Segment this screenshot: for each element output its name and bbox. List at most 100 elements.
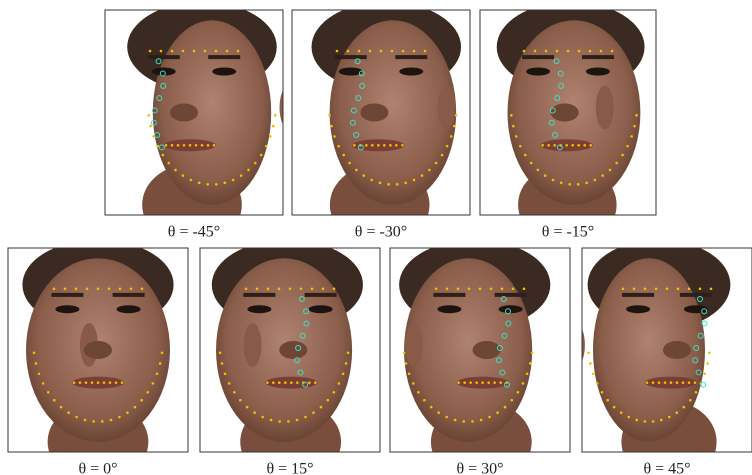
ear (596, 86, 614, 130)
landmark (119, 288, 122, 291)
landmark (435, 288, 438, 291)
landmark (689, 399, 692, 402)
face-panel (480, 2, 656, 246)
landmark (601, 174, 604, 177)
nose (84, 341, 112, 359)
caption: θ = -30° (355, 224, 407, 241)
landmark (529, 362, 532, 365)
landmark (677, 288, 680, 291)
ear (243, 323, 261, 367)
landmark (493, 381, 496, 384)
landmark (556, 50, 559, 53)
landmark (522, 382, 525, 385)
landmark (314, 381, 317, 384)
landmark (670, 381, 673, 384)
landmark (115, 381, 118, 384)
face-image (292, 2, 470, 246)
landmark (387, 183, 390, 186)
landmark (517, 391, 520, 394)
ear (437, 86, 455, 130)
landmark (207, 144, 210, 147)
landmark (300, 288, 303, 291)
face-panel (567, 240, 752, 475)
eye (399, 68, 423, 76)
landmark (110, 419, 113, 422)
landmark (658, 381, 661, 384)
landmark (524, 154, 527, 157)
landmark (97, 381, 100, 384)
landmark (523, 288, 526, 291)
face-panel (200, 240, 380, 475)
landmark (272, 125, 275, 128)
landmark (253, 411, 256, 414)
landmark (284, 381, 287, 384)
landmark (108, 288, 111, 291)
landmark (534, 50, 537, 53)
landmark (708, 351, 711, 354)
landmark (501, 288, 504, 291)
landmark (311, 288, 314, 291)
landmark (147, 114, 150, 117)
landmark (417, 391, 420, 394)
landmark (583, 144, 586, 147)
landmark (487, 381, 490, 384)
landmark (347, 50, 350, 53)
landmark (149, 50, 152, 53)
landmark (33, 351, 36, 354)
landmark (189, 144, 192, 147)
landmark (272, 381, 275, 384)
eye (309, 305, 333, 313)
landmark (53, 288, 56, 291)
face-panel (292, 2, 470, 246)
landmark (103, 381, 106, 384)
landmark (644, 420, 647, 423)
landmark (254, 162, 257, 165)
landmark (389, 144, 392, 147)
landmark (215, 183, 218, 186)
landmark (664, 381, 667, 384)
brow (622, 293, 654, 297)
landmark (613, 406, 616, 409)
landmark (198, 182, 201, 185)
landmark (38, 372, 41, 375)
landmark (165, 144, 168, 147)
landmark (479, 288, 482, 291)
nose (170, 104, 198, 122)
landmark (635, 419, 638, 422)
face-panel (105, 2, 298, 246)
face-panel (8, 240, 188, 475)
landmark (160, 50, 163, 53)
landmark (553, 144, 556, 147)
landmark (622, 288, 625, 291)
landmark (237, 50, 240, 53)
landmark (488, 416, 491, 419)
landmark (694, 381, 697, 384)
landmark (435, 162, 438, 165)
landmark (362, 174, 365, 177)
landmark (423, 399, 426, 402)
landmark (330, 125, 333, 128)
landmark (206, 183, 209, 186)
brow (495, 293, 527, 297)
landmark (121, 381, 124, 384)
landmark (510, 114, 513, 117)
brow (243, 293, 275, 297)
landmark (358, 50, 361, 53)
landmark (430, 406, 433, 409)
landmark (655, 288, 658, 291)
landmark (585, 182, 588, 185)
landmark (567, 50, 570, 53)
landmark (609, 169, 612, 172)
landmark (67, 411, 70, 414)
landmark (336, 50, 339, 53)
landmark (35, 362, 38, 365)
landmark (201, 144, 204, 147)
landmark (182, 50, 185, 53)
brow (148, 55, 180, 59)
landmark (660, 419, 663, 422)
landmark (413, 50, 416, 53)
landmark (683, 406, 686, 409)
landmark (126, 411, 129, 414)
face-image (105, 2, 298, 246)
landmark (552, 179, 555, 182)
